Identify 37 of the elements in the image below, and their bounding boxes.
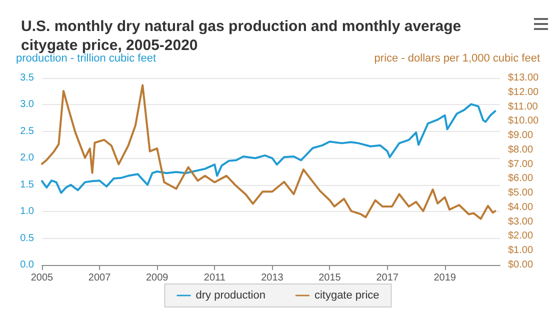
y-tick-label: 3.0 [20, 99, 34, 110]
x-tick-label: 2019 [434, 272, 456, 284]
x-tick-label: 2017 [376, 272, 399, 284]
y2-tick-label: $9.00 [508, 130, 534, 142]
y2-tick-label: $3.00 [508, 216, 534, 228]
legend-label: dry production [196, 290, 266, 302]
y2-tick-label: $4.00 [508, 202, 534, 213]
y2-tick-label: $5.00 [508, 188, 534, 199]
x-tick-label: 2013 [261, 272, 284, 284]
chart-title: U.S. monthly dry natural gas production and monthly average citygate price, 2005-2020 [21, 18, 466, 54]
line-series [41, 84, 496, 220]
y2-tick-label: $2.00 [508, 230, 534, 242]
line-series [41, 103, 496, 194]
y-axis-title: production - trillion cubic feet [16, 52, 156, 64]
x-tick-label: 2009 [146, 272, 169, 284]
y-tick-label: 1.5 [20, 179, 34, 190]
y2-tick-label: $0.00 [508, 260, 534, 270]
x-tick-label: 2005 [30, 272, 54, 284]
y2-tick-label: $7.00 [508, 158, 534, 170]
y2-tick-label: $12.00 [508, 86, 540, 98]
y2-tick-label: $10.00 [508, 116, 540, 127]
y2-tick-label: $11.00 [508, 101, 538, 112]
y2-tick-label: $13.00 [508, 72, 540, 84]
y-tick-label: 3.5 [20, 72, 34, 84]
x-tick-label: 2011 [204, 272, 226, 284]
x-tick-label: 2015 [318, 272, 342, 284]
y2-tick-label: $1.00 [508, 245, 534, 256]
y-tick-label: 0.5 [20, 232, 34, 244]
y2-tick-label: $8.00 [508, 144, 534, 156]
x-tick-label: 2007 [88, 272, 112, 284]
y-tick-label: 2.0 [20, 152, 34, 164]
legend-label: citygate price [314, 290, 380, 302]
y2-tick-label: $6.00 [508, 173, 534, 184]
y2-axis-title: price - dollars per 1,000 cubic feet [374, 52, 540, 64]
y-tick-label: 0.0 [20, 260, 34, 270]
y-tick-label: 2.5 [20, 126, 34, 137]
y-tick-label: 1.0 [20, 206, 34, 218]
